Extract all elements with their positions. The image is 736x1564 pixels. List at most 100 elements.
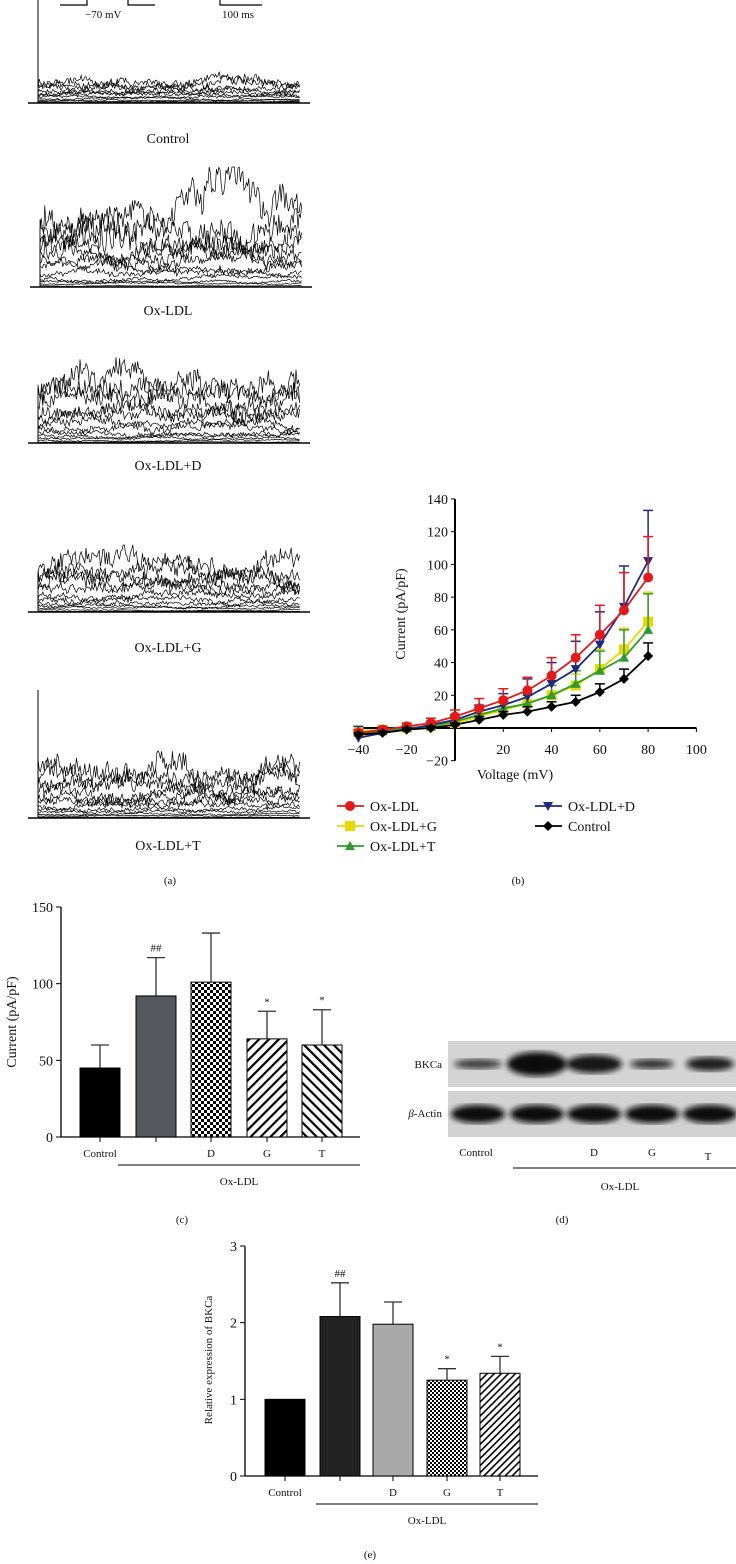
data-point [594, 640, 605, 650]
current-trace [37, 84, 300, 103]
current-trace [37, 603, 300, 612]
stimulus-protocol [60, 0, 262, 6]
actin-label: -Actin [414, 1108, 443, 1120]
x-tick-label: D [389, 1487, 397, 1499]
caption-d: (d) [556, 1214, 569, 1226]
bar [79, 1067, 121, 1138]
current-trace [37, 436, 300, 443]
data-point [570, 678, 581, 688]
data-point [522, 692, 533, 702]
legend-label: Ox-LDL+T [370, 840, 436, 855]
legend-label: Ox-LDL [370, 800, 419, 815]
data-point [570, 696, 581, 707]
trace-panel-4 [28, 690, 310, 819]
data-point [643, 624, 654, 634]
bar [264, 1398, 306, 1477]
y-tick-label: 100 [427, 558, 448, 573]
current-trace [37, 768, 300, 818]
band-actin [567, 1105, 621, 1123]
current-trace [39, 166, 302, 287]
legend-item: Ox-LDL+T [337, 840, 436, 855]
current-trace [37, 608, 300, 612]
current-trace [37, 74, 300, 103]
lane-label-g: G [648, 1147, 656, 1159]
x-tick-label: 20 [496, 743, 510, 758]
bar [301, 1044, 343, 1138]
current-trace [37, 544, 300, 612]
legend-item: Ox-LDL+G [337, 820, 437, 835]
trace-label-ox-ldl-g: Ox-LDL+G [135, 641, 202, 656]
data-point [345, 821, 355, 831]
y-tick-label: 120 [427, 526, 448, 541]
x-tick-label: −20 [396, 743, 418, 758]
caption-e: (e) [364, 1549, 377, 1561]
current-trace [37, 594, 300, 612]
current-trace [37, 816, 300, 818]
band-bkca [566, 1055, 622, 1073]
data-point [546, 690, 557, 700]
trace-panel-0 [28, 0, 310, 104]
x-tick-label: 40 [545, 743, 559, 758]
legend-item: Ox-LDL [337, 800, 419, 815]
y-tick-label: 20 [434, 689, 448, 704]
current-trace [37, 803, 300, 818]
significance-mark: * [264, 996, 270, 1008]
current-trace [37, 587, 300, 612]
band-bkca [507, 1052, 567, 1076]
band-actin [510, 1105, 564, 1123]
y-tick-label: 140 [427, 493, 448, 508]
significance-mark: ## [335, 1268, 347, 1280]
y-tick-label: −20 [426, 755, 448, 770]
iv-curve-chart: Current (pA/pF) Voltage (mV) (b) −40 −20 2… [337, 493, 707, 887]
data-point [401, 724, 412, 735]
data-point [498, 709, 509, 720]
data-point [618, 652, 629, 662]
band-bkca [630, 1059, 674, 1069]
data-point [474, 714, 485, 725]
data-point [643, 651, 654, 662]
bar [479, 1372, 521, 1477]
current-trace [39, 281, 302, 287]
current-trace [37, 798, 300, 818]
current-trace [37, 100, 300, 103]
current-trace [39, 285, 302, 287]
significance-mark: * [497, 1341, 503, 1353]
bar [319, 1316, 361, 1477]
data-point [618, 605, 629, 616]
scale-bar-label: 100 ms [222, 9, 254, 21]
current-traces [28, 0, 312, 819]
panel-a-traces: −70 mV 100 ms Control Ox-LDL Ox-LDL+D Ox… [28, 0, 312, 887]
current-trace [37, 96, 300, 103]
data-point [522, 698, 533, 708]
x-axis-label: Voltage (mV) [477, 768, 554, 783]
data-point [546, 670, 557, 681]
current-trace [37, 788, 300, 818]
x-tick-label: Control [83, 1148, 117, 1160]
current-trace [37, 102, 300, 104]
current-trace [37, 570, 300, 612]
trace-label-ox-ldl-t: Ox-LDL+T [135, 839, 201, 854]
significance-mark: ## [151, 943, 163, 955]
data-point [546, 679, 557, 689]
group-label: Ox-LDL [220, 1176, 259, 1188]
current-trace [37, 98, 300, 103]
legend-label: Control [568, 820, 611, 835]
legend-item: Ox-LDL+D [535, 800, 635, 815]
y-tick-label: 60 [434, 624, 448, 639]
series-control [353, 642, 654, 740]
significance-mark: * [319, 995, 325, 1007]
current-trace [37, 812, 300, 818]
data-point [543, 821, 553, 831]
current-bar-chart: Current (pA/pF) (c) 0 50 100 150 Control ## D G… [5, 901, 360, 1226]
x-tick-label: D [207, 1148, 215, 1160]
current-trace [37, 785, 300, 818]
data-point [594, 687, 605, 698]
trace-panel-3 [28, 544, 310, 613]
data-point [345, 801, 355, 811]
current-trace [37, 599, 300, 612]
current-trace [37, 552, 300, 612]
lane-label-d: D [590, 1147, 598, 1159]
y-tick-label: 0 [46, 1131, 53, 1146]
y-axis-label: Current (pA/pF) [394, 568, 409, 660]
current-trace [37, 441, 300, 443]
